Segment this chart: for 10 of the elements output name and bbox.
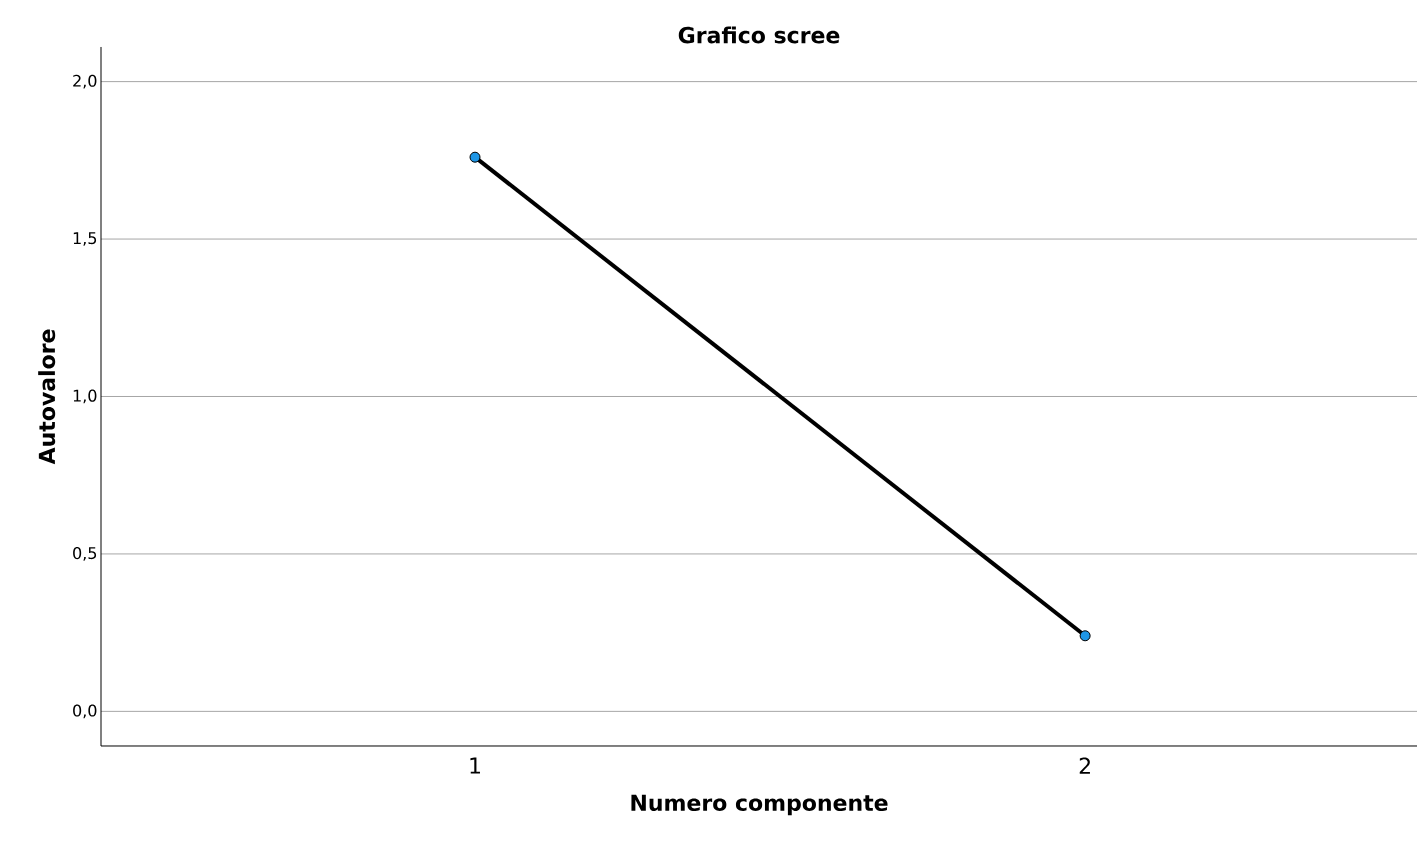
x-tick-label: 1 [470, 757, 480, 774]
y-tick-label: 1,5 [73, 232, 97, 246]
y-tick-label: 1,0 [73, 389, 97, 404]
y-axis-title: Autovalore [38, 329, 56, 465]
y-tick-label: 0,0 [73, 704, 97, 719]
chart-title: Grafico scree [678, 26, 840, 44]
x-axis-title: Numero componente [631, 794, 888, 816]
x-tick-label: 2 [1079, 757, 1090, 774]
y-tick-label: 2,0 [73, 74, 97, 89]
y-tick-label: 0,5 [73, 547, 97, 561]
